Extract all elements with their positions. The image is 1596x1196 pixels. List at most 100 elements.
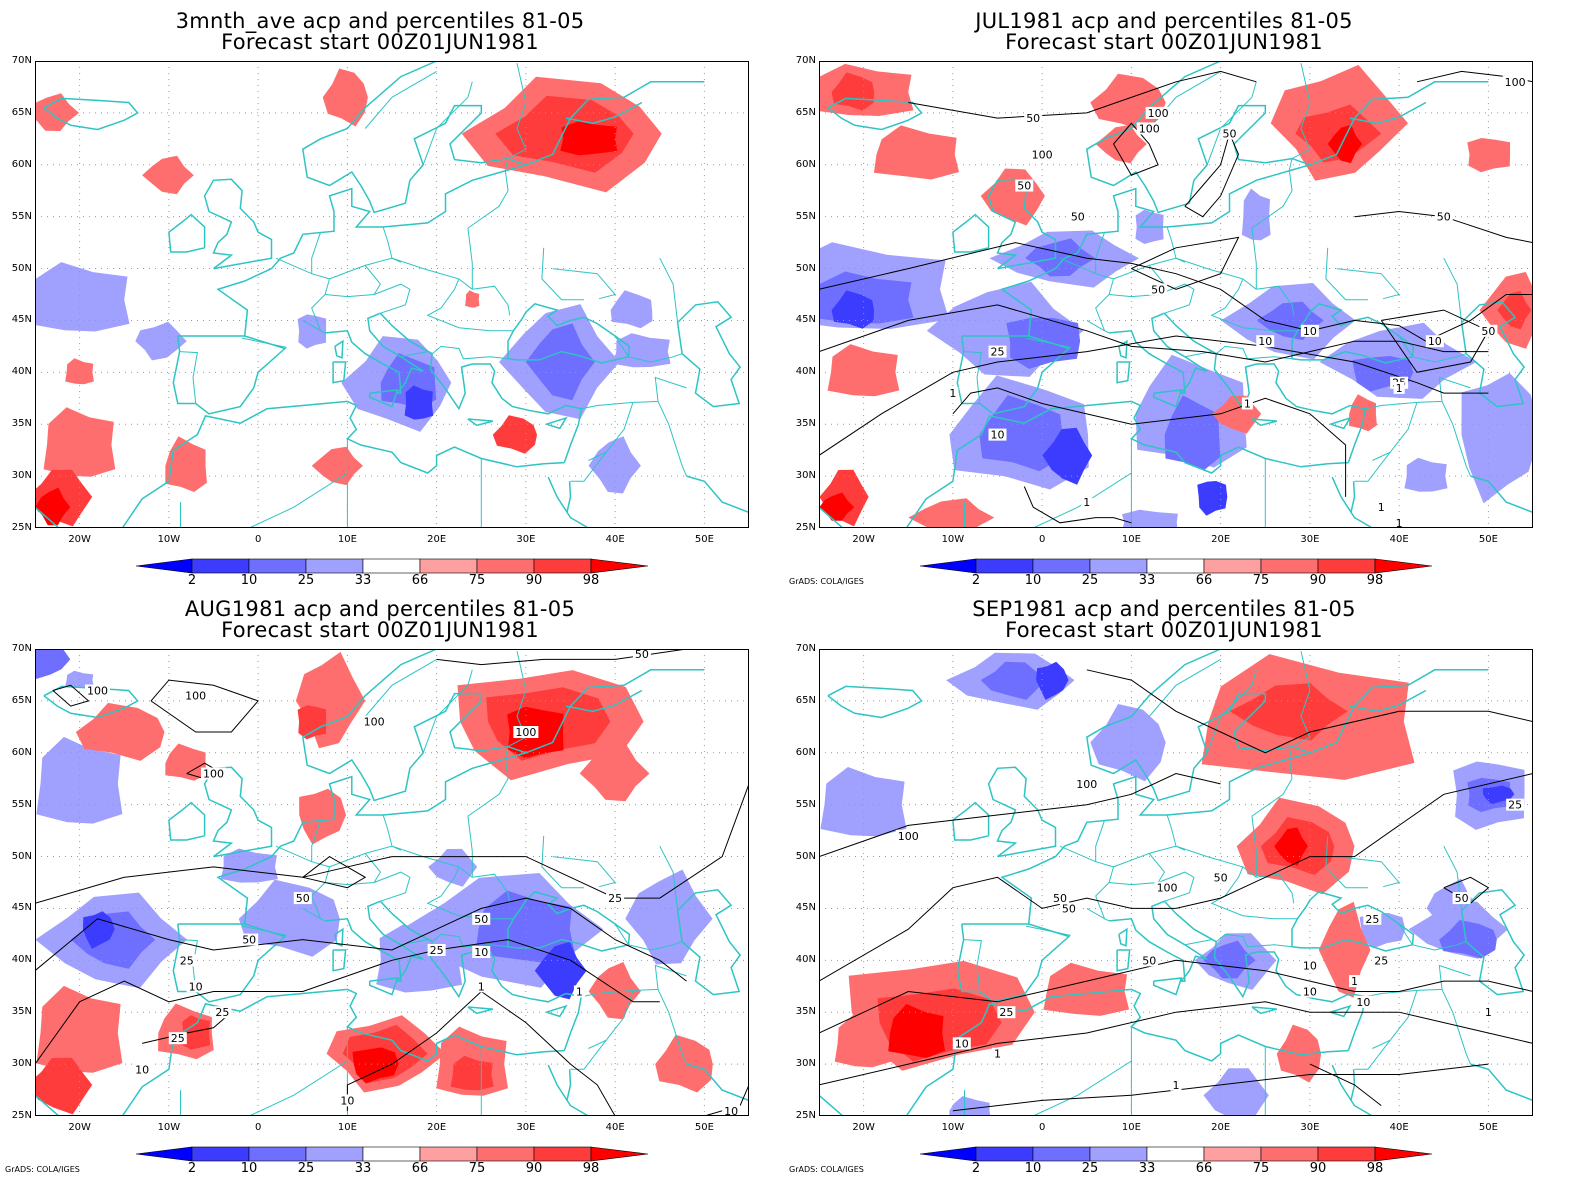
coastline [1349,689,1427,713]
coastline [1291,302,1415,364]
lat-tick-label: 65N [11,106,32,118]
coastline [1118,339,1128,359]
percentile-shading [908,498,995,528]
colorbar-label: 75 [1252,573,1270,588]
country-border [659,257,679,323]
country-border [1251,169,1293,229]
map-area: 100 50 100 50 100 50 25 25 50 50 25 10 10 1 25 10 10 1 1 1 [819,649,1533,1116]
contour-label: 50 [474,913,488,926]
country-border [614,923,683,951]
map-area [35,61,749,528]
percentile-shading [238,879,340,957]
coastline [1251,418,1278,427]
contour-label: 50 [1481,325,1495,338]
colorbar-label: 90 [1309,573,1327,588]
percentile-shading [428,848,478,887]
colorbar-swatch [1374,558,1433,574]
contour-label: 100 [515,726,536,739]
country-border [373,871,411,902]
coastline [332,361,347,384]
percentile-shading [142,155,194,195]
coastline [334,339,344,359]
coastline [332,949,347,972]
lat-tick-label: 50N [11,262,32,274]
coastline [172,335,287,415]
country-border [552,856,616,888]
lat-tick-label: 40N [795,954,816,966]
coastline [1152,389,1183,408]
colorbar-swatch [533,1146,592,1162]
percentile-shading [819,492,855,521]
country-border [541,835,584,889]
colorbar-label: 98 [1366,1161,1384,1176]
country-border [1157,871,1195,902]
contour-label: 25 [430,944,444,957]
country-border [1325,835,1368,889]
country-border [179,351,198,404]
contour-label: 50 [635,649,649,661]
contour-line [1184,132,1240,218]
coastline [216,61,529,337]
percentile-shading [1439,920,1497,959]
colorbar-swatch [248,558,307,574]
country-border [964,438,1132,528]
contour-line [819,242,1533,342]
colorbar-swatch [135,558,193,574]
country-border [1210,278,1298,332]
contour-label: 50 [1017,180,1031,193]
contour-label: 1 [1485,1006,1492,1019]
coastline [1116,949,1131,972]
lat-tick-label: 25N [11,522,32,533]
coastline [1251,1006,1278,1015]
colorbar-label: 66 [1195,573,1213,588]
contour-label: 1 [1378,501,1385,514]
colorbar-swatch [1089,558,1148,574]
percentile-shading [1467,138,1511,173]
country-border [1215,345,1293,360]
panel-title-line2: Forecast start 00Z01JUN1981 [1005,618,1323,642]
lat-tick-label: 50N [795,262,816,274]
country-border [364,658,437,717]
percentile-shading [492,415,537,454]
lat-tick-label: 55N [795,210,816,222]
contour-label: 1 [1173,1079,1180,1092]
map-svg [35,61,749,528]
colorbar-swatch [975,1146,1034,1162]
country-border [1256,285,1295,316]
panel-title-line1: AUG1981 acp and percentiles 81-05 [184,597,576,621]
coastline [1309,669,1489,754]
percentile-shading [873,125,959,180]
percentile-shading [560,121,618,156]
lat-tick-label: 70N [795,55,816,66]
colorbar-label: 33 [1138,1161,1156,1176]
percentile-shading [980,661,1045,700]
contour-label: 10 [1258,335,1272,348]
contour-label: 25 [1508,799,1522,812]
country-border [1095,232,1106,274]
lat-tick-label: 40N [795,366,816,378]
contour-line [952,387,1347,497]
percentile-shading [35,262,130,332]
lat-tick-label: 60N [11,158,32,170]
lon-tick-label: 0 [254,1122,262,1133]
colorbar-label: 75 [468,1161,486,1176]
country-border [1149,845,1257,878]
lat-tick-label: 60N [795,158,816,170]
lat-tick-label: 45N [11,902,32,914]
country-border [373,283,411,314]
coastline [467,418,494,427]
colorbar-swatch [305,1146,364,1162]
contour-label: 10 [1303,985,1317,998]
country-border [1336,856,1400,888]
colorbar-label: 10 [1024,1161,1042,1176]
percentile-shading [36,736,123,824]
country-border [1443,257,1463,323]
contour-label: 50 [242,934,256,947]
country-border [963,351,982,404]
lat-tick-label: 30N [795,1058,816,1070]
coastline [987,766,1057,858]
contour-label: 25 [608,892,622,905]
percentile-shading [534,941,587,1000]
percentile-shading [43,407,116,477]
contour-line [52,684,90,707]
